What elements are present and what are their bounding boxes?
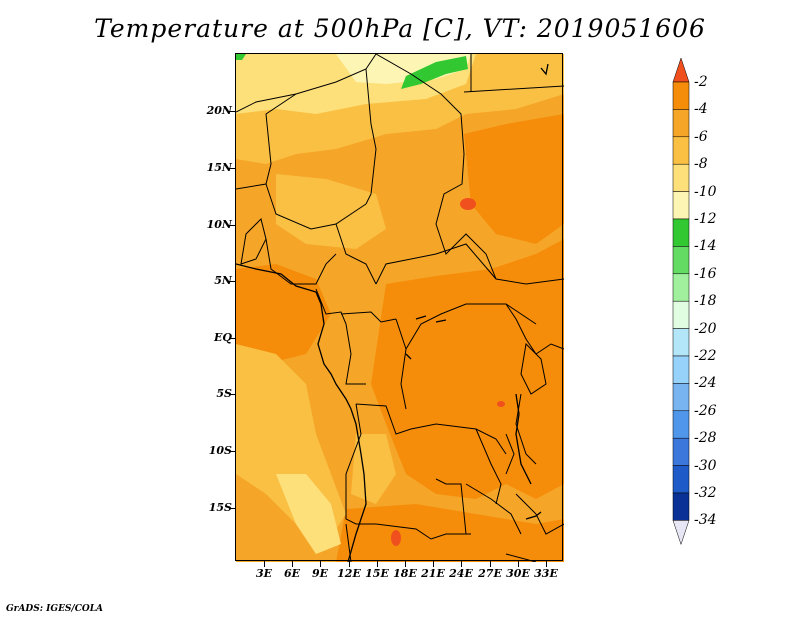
lon-label-30e: 30E [506, 567, 530, 580]
lon-tick [292, 561, 293, 567]
field-cool-south [351, 434, 396, 504]
field-warm-south [336, 504, 564, 562]
coastline [236, 63, 549, 562]
map-title: Temperature at 500hPa [C], VT: 201905160… [94, 14, 706, 43]
lon-label-27e: 27E [478, 567, 502, 580]
legend-color-swatch [672, 191, 690, 220]
lat-tick [229, 281, 236, 282]
lon-label-3e: 3E [255, 567, 273, 580]
country-borders [236, 54, 564, 562]
legend-label: -2 [694, 74, 708, 90]
legend-color-swatch [672, 300, 690, 329]
lon-tick [518, 561, 519, 567]
lon-label-6e: 6E [283, 567, 301, 580]
lon-tick [461, 561, 462, 567]
lat-tick [229, 451, 236, 452]
legend-label: -22 [694, 348, 717, 364]
field-warm-east [464, 114, 564, 244]
legend-label: -6 [694, 128, 708, 145]
legend-label: -12 [694, 211, 717, 227]
lon-tick [405, 561, 406, 567]
lon-tick [546, 561, 547, 567]
legend-color-swatch [672, 383, 690, 412]
lon-label-9e: 9E [311, 567, 329, 580]
legend-color-swatch [672, 81, 690, 110]
legend-label: -14 [694, 238, 717, 255]
temperature-map [236, 54, 564, 562]
lon-tick [377, 561, 378, 567]
legend-color-swatch [672, 492, 690, 521]
legend-label: -8 [694, 156, 708, 173]
lat-label-10s: 10S [208, 444, 232, 457]
lat-tick [229, 508, 236, 509]
legend-label: -16 [694, 265, 717, 282]
lat-label-10n: 10N [206, 218, 232, 231]
field-hot-spot-2 [391, 530, 401, 546]
field-cool-center [276, 174, 386, 249]
legend-label: -4 [694, 101, 708, 118]
lon-label-18e: 18E [393, 567, 417, 580]
legend-label: -24 [694, 375, 717, 392]
legend-color-swatch [672, 273, 690, 302]
legend-color-swatch [672, 218, 690, 247]
legend-color-swatch [672, 246, 690, 275]
legend-color-swatch [672, 109, 690, 138]
legend-under-triangle [672, 520, 690, 546]
lon-label-33e: 33E [534, 567, 558, 580]
legend-color-swatch [672, 465, 690, 494]
field-cold-sw [276, 474, 341, 554]
legend-label: -28 [694, 430, 717, 447]
lat-tick [229, 225, 236, 226]
lat-label-5s: 5S [216, 387, 232, 400]
legend-color-swatch [672, 437, 690, 466]
color-bar-legend [672, 58, 690, 546]
legend-label: -34 [694, 512, 717, 529]
legend-over-triangle [672, 58, 690, 83]
field-hot-spot-1 [460, 198, 476, 210]
lon-label-21e: 21E [421, 567, 445, 580]
lat-label-5n: 5N [214, 274, 232, 287]
lat-label-15s: 15S [208, 501, 232, 514]
legend-label: -18 [694, 293, 717, 310]
field-hot-spot-3 [497, 401, 505, 407]
legend-label: -26 [694, 402, 717, 419]
legend-color-swatch [672, 163, 690, 192]
legend-label: -10 [694, 183, 717, 200]
lat-label-20n: 20N [206, 104, 232, 117]
lat-tick [229, 338, 236, 339]
lon-tick [490, 561, 491, 567]
grads-credit: GrADS: IGES/COLA [6, 604, 104, 614]
legend-color-swatch [672, 328, 690, 357]
legend-color-swatch [672, 355, 690, 384]
lat-tick [229, 168, 236, 169]
legend-label: -30 [694, 457, 717, 474]
lon-label-24e: 24E [449, 567, 473, 580]
lon-tick [264, 561, 265, 567]
lat-tick [229, 111, 236, 112]
lat-label-eq: EQ [214, 331, 232, 344]
legend-label: -20 [694, 320, 717, 337]
legend-color-swatch [672, 410, 690, 439]
lon-tick [433, 561, 434, 567]
field-green-corner [236, 54, 246, 60]
lon-tick [349, 561, 350, 567]
lat-tick [229, 394, 236, 395]
legend-color-swatch [672, 136, 690, 165]
lon-label-15e: 15E [365, 567, 389, 580]
lon-label-12e: 12E [337, 567, 361, 580]
legend-label: -32 [694, 485, 717, 501]
lat-label-15n: 15N [206, 161, 232, 174]
field-green-blob [401, 56, 468, 89]
lon-tick [320, 561, 321, 567]
